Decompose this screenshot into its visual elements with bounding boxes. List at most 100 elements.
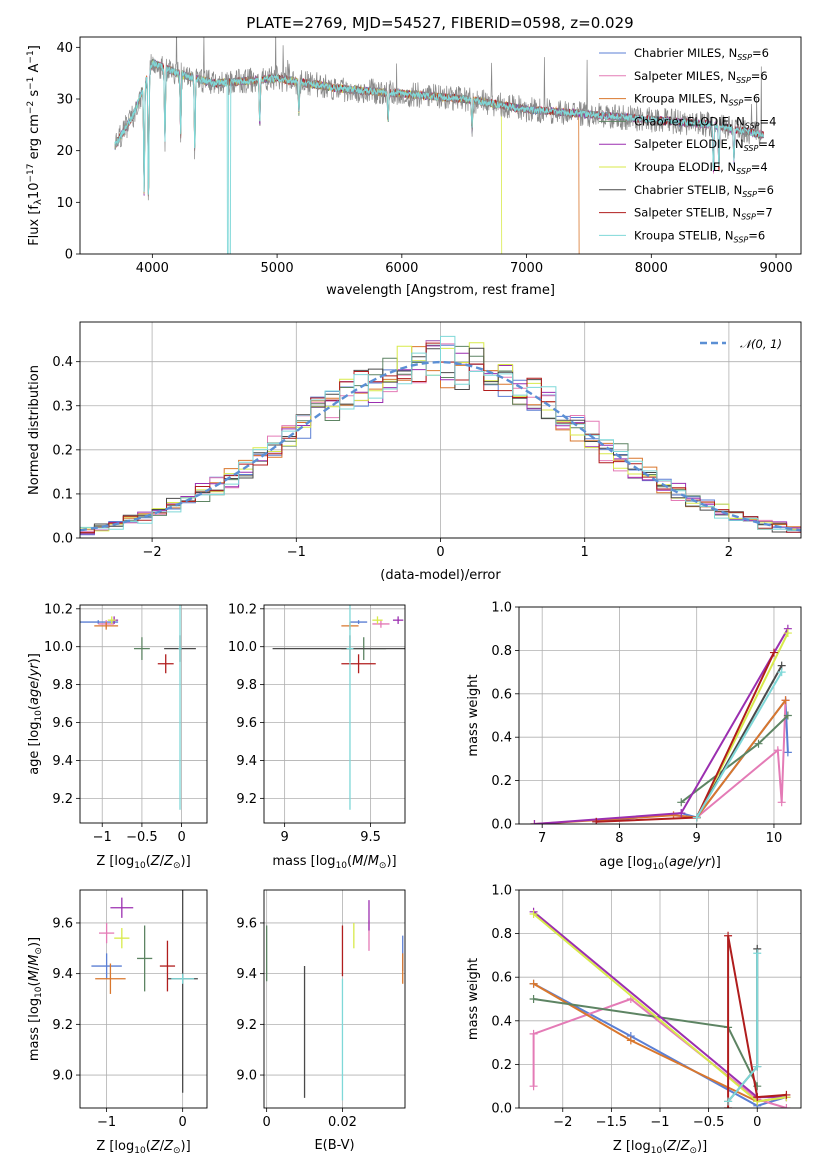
y-tick-label: 10	[56, 196, 73, 211]
legend-suffix: =7	[756, 206, 773, 220]
label-part: A	[27, 63, 42, 76]
weight-series-line	[534, 699, 787, 824]
x-tick-label: 0	[436, 545, 444, 560]
x-tick-label: 0.02	[328, 1115, 357, 1130]
legend-suffix: =6	[751, 69, 768, 83]
y-tick-label: 9.4	[236, 967, 257, 982]
label-part: /	[27, 965, 42, 970]
label-part: )]	[181, 854, 191, 869]
label-part: )]	[27, 937, 42, 947]
legend-sub: SSP	[736, 76, 751, 85]
x-tick-label: 5000	[261, 261, 294, 276]
label-part: Z	[666, 1139, 677, 1154]
axis-group: −2 −1.5 −1 −0.5 0 0.0 0.2 0.4 0.6 0.8 1.0 Z [log10(…	[466, 884, 802, 1156]
axes-mass-vs-Z: −1 09.09.29.49.6Z [log10(Z/Z⊙)]mass [log1…	[27, 889, 208, 1156]
errorbar-point	[99, 922, 115, 944]
weight-marker	[753, 1062, 762, 1071]
y-tick-label: 30	[56, 93, 73, 108]
y-tick-label: 9.6	[236, 716, 257, 731]
axes-frame	[79, 36, 802, 255]
y-tick-label: 0.4	[491, 731, 512, 746]
label-part: mass [log	[272, 854, 335, 869]
y-tick-label: 10.2	[228, 602, 257, 617]
legend-suffix: =6	[743, 92, 760, 106]
label-part: (	[146, 854, 151, 869]
x-tick-label: 9000	[760, 261, 793, 276]
axis-group: 0 0.02 9.0 9.2 9.4 9.6	[236, 889, 406, 1130]
axis-group: −1 09.09.29.49.6Z [log10(Z/Z⊙)]mass [log1…	[27, 889, 208, 1156]
y-tick-label: 9.4	[52, 754, 73, 769]
weight-marker	[529, 1082, 538, 1091]
label-part: (	[27, 981, 42, 986]
axes-spectrum: 4000 5000 6000 7000 8000 9000 0 10 20 30 40 wavelen…	[26, 36, 802, 298]
errorbar-point	[133, 637, 150, 660]
y-tick-label: 0.2	[52, 443, 73, 458]
axis-group: 4000 5000 6000 7000 8000 9000 0 10 20 30 40 wavelen…	[26, 36, 802, 298]
weight-marker	[777, 798, 786, 807]
y-tick-label: 10.0	[228, 640, 257, 655]
errorbar-point	[107, 616, 116, 624]
label-part: 10	[34, 986, 44, 998]
x-tick-label: 7000	[510, 261, 543, 276]
y-tick-label: 0.0	[52, 532, 73, 547]
x-tick-label: 6000	[385, 261, 418, 276]
legend-suffix: =4	[760, 114, 777, 128]
weight-marker	[782, 1090, 791, 1099]
errorbar-point	[349, 620, 368, 624]
weight-marker	[753, 1093, 762, 1102]
x-axis-label: (data-model)/error	[380, 568, 501, 583]
x-tick-label: 0	[177, 830, 185, 845]
y-tick-label: 10.0	[44, 640, 73, 655]
weight-marker	[773, 746, 782, 755]
plot-area	[266, 900, 404, 1101]
weight-series-line	[596, 697, 789, 823]
errorbar-point	[114, 928, 130, 949]
model-spectrum-line	[114, 59, 765, 254]
legend-entry: Kroupa MILES, NSSP=6	[634, 92, 760, 108]
y-tick-label: 9.4	[52, 967, 73, 982]
x-tick-label: −1	[287, 545, 306, 560]
label-part: 10	[134, 861, 146, 871]
label-part: yr	[697, 855, 713, 870]
legend-entry: Kroupa ELODIE, NSSP=4	[634, 160, 768, 176]
y-axis-label: mass weight	[466, 674, 481, 756]
label-part: Z [log	[96, 854, 134, 869]
weight-marker	[592, 817, 601, 824]
weight-marker	[529, 995, 538, 1003]
label-part: 10	[652, 862, 664, 872]
label-part: ⊙	[173, 1146, 181, 1156]
observed-spectrum-line	[114, 37, 764, 201]
y-tick-label: 9.4	[236, 754, 257, 769]
errorbar-point	[157, 654, 174, 674]
label-part: /	[676, 1139, 681, 1154]
axes-frame	[518, 606, 802, 825]
label-part: λ	[33, 199, 44, 205]
y-tick-label: 9.0	[52, 1069, 73, 1084]
x-axis-label: E(B-V)	[314, 1138, 354, 1153]
errorbar-point	[341, 654, 376, 674]
y-tick-label: 0.6	[491, 687, 512, 702]
label-part: ⊙	[689, 1146, 697, 1156]
y-tick-label: 0	[65, 248, 73, 263]
label-part: /	[363, 854, 368, 869]
y-tick-label: 9.6	[52, 716, 73, 731]
label-part: ⊙	[173, 861, 181, 871]
label-part: s	[27, 90, 42, 101]
axis-group: −2 −1 0 1 2 0.0 0.1 0.2 0.3 0.4 (data-model)/error…	[27, 321, 802, 583]
x-tick-label: 8	[615, 831, 623, 846]
legend-suffix: =6	[757, 183, 774, 197]
residual-histogram	[80, 335, 801, 531]
y-tick-label: 0.0	[491, 1102, 512, 1117]
label-part: −1	[26, 50, 36, 63]
weight-marker	[529, 979, 538, 988]
weight-marker	[626, 1036, 635, 1045]
label-part: Z [log	[613, 1139, 651, 1154]
label-part: )]	[711, 855, 721, 870]
grid	[80, 605, 207, 823]
weight-marker	[724, 931, 733, 940]
label-part: age [log	[27, 722, 42, 775]
label-part: age [log	[599, 855, 652, 870]
label-part: Z	[680, 1139, 691, 1154]
plot-area	[80, 335, 801, 536]
